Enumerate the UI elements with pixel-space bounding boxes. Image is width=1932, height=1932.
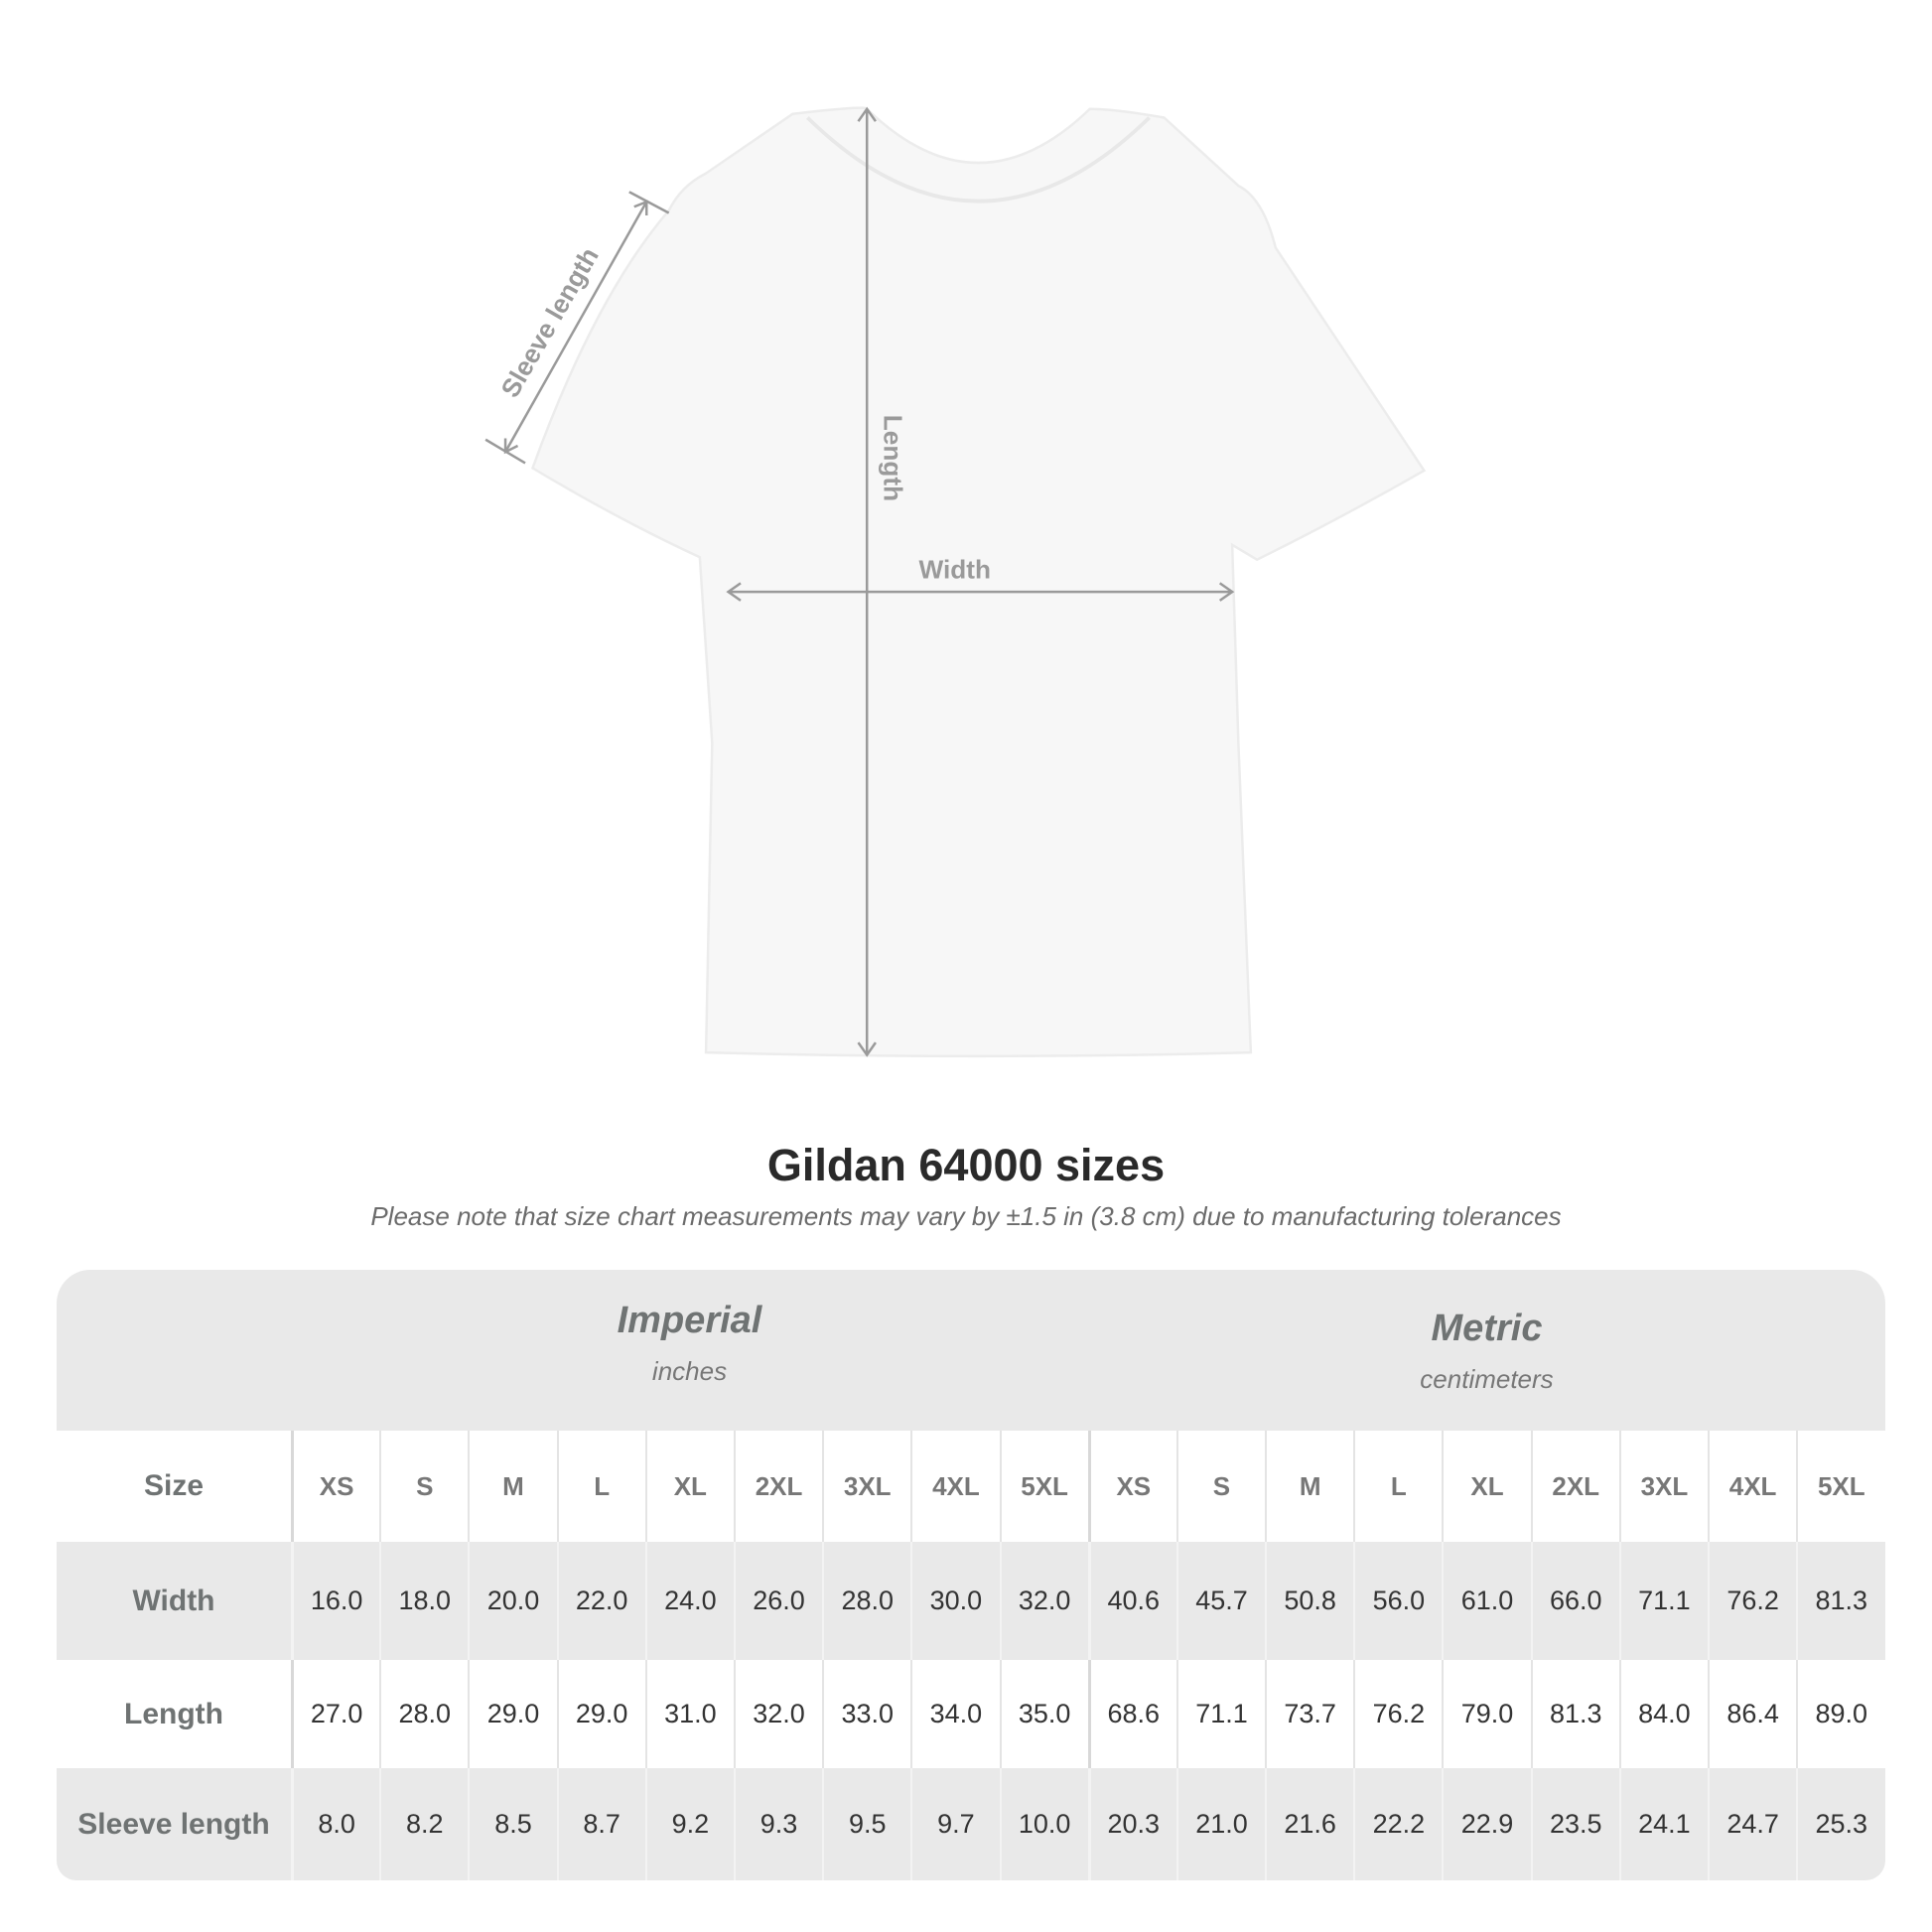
size-header-cell: XL	[644, 1431, 734, 1542]
value-cell: 8.5	[468, 1768, 556, 1880]
size-header-cell: L	[1353, 1431, 1442, 1542]
value-cell: 27.0	[291, 1660, 379, 1768]
metric-unit: centimeters	[1420, 1364, 1554, 1394]
row-label: Width	[132, 1584, 215, 1617]
value-cell: 18.0	[379, 1542, 468, 1660]
size-header-cell: 3XL	[822, 1431, 910, 1542]
size-header-cell: 2XL	[733, 1431, 822, 1542]
value-cell: 66.0	[1530, 1542, 1619, 1660]
value-cell: 9.5	[822, 1768, 910, 1880]
value-cell: 30.0	[910, 1542, 999, 1660]
row-sleeve-length: Sleeve length 8.0 8.2 8.5 8.7 9.2 9.3 9.5 9.7 10.…	[57, 1768, 1885, 1880]
value-cell: 9.7	[910, 1768, 999, 1880]
imperial-unit: inches	[651, 1356, 728, 1386]
value-cell: 71.1	[1618, 1542, 1708, 1660]
imperial-title: Imperial	[617, 1300, 762, 1341]
value-cell: 16.0	[291, 1542, 379, 1660]
value-cell: 32.0	[733, 1660, 822, 1768]
value-cell: 24.0	[644, 1542, 734, 1660]
value-cell: 73.7	[1265, 1660, 1353, 1768]
value-cell: 9.2	[644, 1768, 734, 1880]
size-header-cell: L	[556, 1431, 645, 1542]
value-cell: 45.7	[1175, 1542, 1265, 1660]
value-cell: 33.0	[822, 1660, 910, 1768]
value-cell: 50.8	[1265, 1542, 1353, 1660]
value-cell: 35.0	[999, 1660, 1088, 1768]
value-cell: 28.0	[822, 1542, 910, 1660]
value-cell: 23.5	[1530, 1768, 1619, 1880]
value-cell: 21.0	[1175, 1768, 1265, 1880]
value-cell: 25.3	[1796, 1768, 1884, 1880]
value-cell: 8.2	[379, 1768, 468, 1880]
value-cell: 71.1	[1175, 1660, 1265, 1768]
value-cell: 8.0	[291, 1768, 379, 1880]
tshirt-diagram: Length Width Sleeve length	[484, 106, 1427, 1058]
table-header: Imperial inches Metric centimeters	[57, 1270, 1885, 1431]
value-cell: 86.4	[1708, 1660, 1796, 1768]
length-label: Length	[879, 415, 908, 501]
size-header-cell: M	[1265, 1431, 1353, 1542]
value-cell: 8.7	[556, 1768, 645, 1880]
row-label: Sleeve length	[77, 1807, 270, 1841]
value-cell: 29.0	[556, 1660, 645, 1768]
value-cell: 76.2	[1708, 1542, 1796, 1660]
size-header-cell: XL	[1442, 1431, 1530, 1542]
value-cell: 40.6	[1087, 1542, 1176, 1660]
value-cell: 22.2	[1353, 1768, 1442, 1880]
value-cell: 81.3	[1530, 1660, 1619, 1768]
value-cell: 20.0	[468, 1542, 556, 1660]
size-header-cell: 5XL	[1796, 1431, 1884, 1542]
size-header-cell: 3XL	[1618, 1431, 1708, 1542]
size-header-cell: XS	[1087, 1431, 1176, 1542]
sleeve-arrow	[503, 201, 648, 453]
size-row: Size XS S M L XL 2XL 3XL 4XL 5XL XS S M L XL 2XL 3XL 4XL 5…	[57, 1431, 1885, 1542]
row-width: Width 16.0 18.0 20.0 22.0 24.0 26.0 28.0 30.0 32.…	[57, 1542, 1885, 1660]
imperial-group: Imperial inches	[291, 1300, 1088, 1387]
size-header-cell: M	[468, 1431, 556, 1542]
value-cell: 28.0	[379, 1660, 468, 1768]
size-table: Imperial inches Metric centimeters Size X…	[57, 1270, 1885, 1880]
tolerance-note: Please note that size chart measurements…	[370, 1201, 1562, 1231]
value-cell: 24.1	[1618, 1768, 1708, 1880]
width-label: Width	[919, 554, 991, 584]
value-cell: 29.0	[468, 1660, 556, 1768]
value-cell: 81.3	[1796, 1542, 1884, 1660]
size-header-cell: XS	[291, 1431, 379, 1542]
metric-group: Metric centimeters	[1088, 1308, 1885, 1395]
value-cell: 21.6	[1265, 1768, 1353, 1880]
value-cell: 31.0	[644, 1660, 734, 1768]
size-header-cell: S	[1175, 1431, 1265, 1542]
value-cell: 76.2	[1353, 1660, 1442, 1768]
value-cell: 22.0	[556, 1542, 645, 1660]
size-header-cell: 5XL	[999, 1431, 1088, 1542]
size-header-cell: S	[379, 1431, 468, 1542]
value-cell: 22.9	[1442, 1768, 1530, 1880]
size-header-cell: 2XL	[1530, 1431, 1619, 1542]
size-header-cell: 4XL	[1708, 1431, 1796, 1542]
size-header-cell: 4XL	[910, 1431, 999, 1542]
value-cell: 10.0	[999, 1768, 1088, 1880]
value-cell: 26.0	[733, 1542, 822, 1660]
value-cell: 20.3	[1087, 1768, 1176, 1880]
row-label: Length	[124, 1697, 223, 1730]
value-cell: 79.0	[1442, 1660, 1530, 1768]
value-cell: 84.0	[1618, 1660, 1708, 1768]
collar	[806, 116, 1151, 204]
value-cell: 34.0	[910, 1660, 999, 1768]
value-cell: 32.0	[999, 1542, 1088, 1660]
value-cell: 56.0	[1353, 1542, 1442, 1660]
tshirt-shape	[530, 106, 1427, 1058]
value-cell: 24.7	[1708, 1768, 1796, 1880]
row-label: Size	[143, 1469, 205, 1502]
metric-title: Metric	[1431, 1308, 1543, 1349]
value-cell: 68.6	[1087, 1660, 1176, 1768]
value-cell: 89.0	[1796, 1660, 1884, 1768]
value-cell: 9.3	[733, 1768, 822, 1880]
page-title: Gildan 64000 sizes	[766, 1140, 1166, 1190]
value-cell: 61.0	[1442, 1542, 1530, 1660]
row-length: Length 27.0 28.0 29.0 29.0 31.0 32.0 33.0 34.0 35…	[57, 1660, 1885, 1768]
